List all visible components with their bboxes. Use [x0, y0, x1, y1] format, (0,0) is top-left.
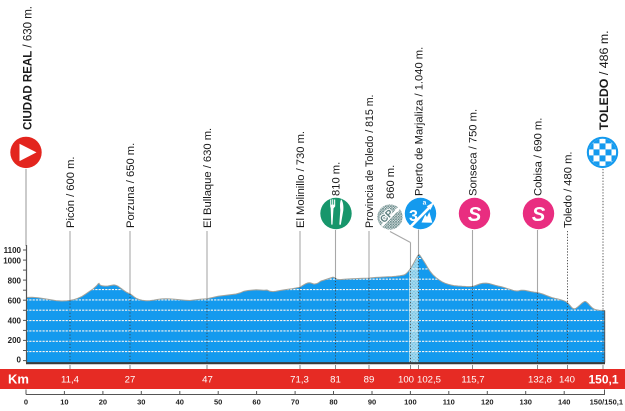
- svg-text:ª: ª: [423, 201, 427, 212]
- svg-text:100: 100: [398, 375, 414, 386]
- svg-text:0: 0: [24, 398, 28, 407]
- svg-text:102,5: 102,5: [417, 375, 441, 386]
- svg-text:80: 80: [329, 398, 337, 407]
- svg-text:40: 40: [176, 398, 184, 407]
- svg-text:Km: Km: [8, 372, 29, 387]
- svg-text:1100: 1100: [4, 246, 22, 255]
- svg-text:El Molinillo / 730 m.: El Molinillo / 730 m.: [295, 131, 307, 228]
- svg-text:Sonseca / 750 m.: Sonseca / 750 m.: [467, 109, 479, 196]
- svg-text:47: 47: [202, 375, 213, 386]
- svg-text:89: 89: [364, 375, 375, 386]
- svg-text:10: 10: [60, 398, 68, 407]
- svg-text:El Bullaque / 630 m.: El Bullaque / 630 m.: [202, 128, 214, 228]
- svg-text:130: 130: [519, 398, 532, 407]
- svg-text:120: 120: [481, 398, 494, 407]
- svg-text:Cobisa / 690 m.: Cobisa / 690 m.: [532, 118, 544, 196]
- svg-text:860 m.: 860 m.: [385, 165, 397, 199]
- svg-text:810 m.: 810 m.: [330, 162, 342, 196]
- svg-text:140: 140: [558, 398, 571, 407]
- svg-text:150,1: 150,1: [588, 373, 618, 387]
- svg-text:50: 50: [214, 398, 222, 407]
- svg-text:Porzuna / 650 m.: Porzuna / 650 m.: [125, 143, 137, 228]
- svg-text:Puerto de Marjaliza / 1.040 m.: Puerto de Marjaliza / 1.040 m.: [413, 47, 425, 196]
- svg-text:71,3: 71,3: [290, 375, 309, 386]
- svg-text:Toledo / 480 m.: Toledo / 480 m.: [562, 152, 574, 229]
- svg-text:90: 90: [368, 398, 376, 407]
- svg-text:81: 81: [330, 375, 341, 386]
- svg-text:60: 60: [252, 398, 260, 407]
- svg-text:30: 30: [137, 398, 145, 407]
- svg-text:S: S: [468, 204, 482, 226]
- svg-text:20: 20: [99, 398, 107, 407]
- svg-text:TOLEDO / 486 m.: TOLEDO / 486 m.: [597, 30, 611, 130]
- svg-text:200: 200: [8, 336, 22, 345]
- svg-text:110: 110: [443, 398, 455, 407]
- svg-text:100: 100: [404, 398, 417, 407]
- svg-text:0: 0: [17, 356, 22, 365]
- svg-text:132,8: 132,8: [528, 375, 552, 386]
- svg-text:Provincia de Toledo / 815 m.: Provincia de Toledo / 815 m.: [364, 95, 376, 228]
- svg-text:S: S: [532, 204, 546, 226]
- svg-text:27: 27: [125, 375, 136, 386]
- svg-text:3: 3: [409, 208, 418, 225]
- svg-text:CIUDAD REAL / 630 m.: CIUDAD REAL / 630 m.: [23, 6, 35, 130]
- svg-text:150/150,1: 150/150,1: [590, 398, 623, 407]
- svg-text:600: 600: [8, 296, 22, 305]
- svg-text:11,4: 11,4: [61, 375, 80, 386]
- svg-text:1000: 1000: [3, 256, 21, 265]
- svg-text:70: 70: [291, 398, 299, 407]
- svg-text:115,7: 115,7: [461, 375, 484, 386]
- svg-text:Picón / 600 m.: Picón / 600 m.: [65, 156, 77, 228]
- svg-text:140: 140: [559, 375, 575, 386]
- svg-text:400: 400: [8, 316, 22, 325]
- svg-text:800: 800: [8, 276, 22, 285]
